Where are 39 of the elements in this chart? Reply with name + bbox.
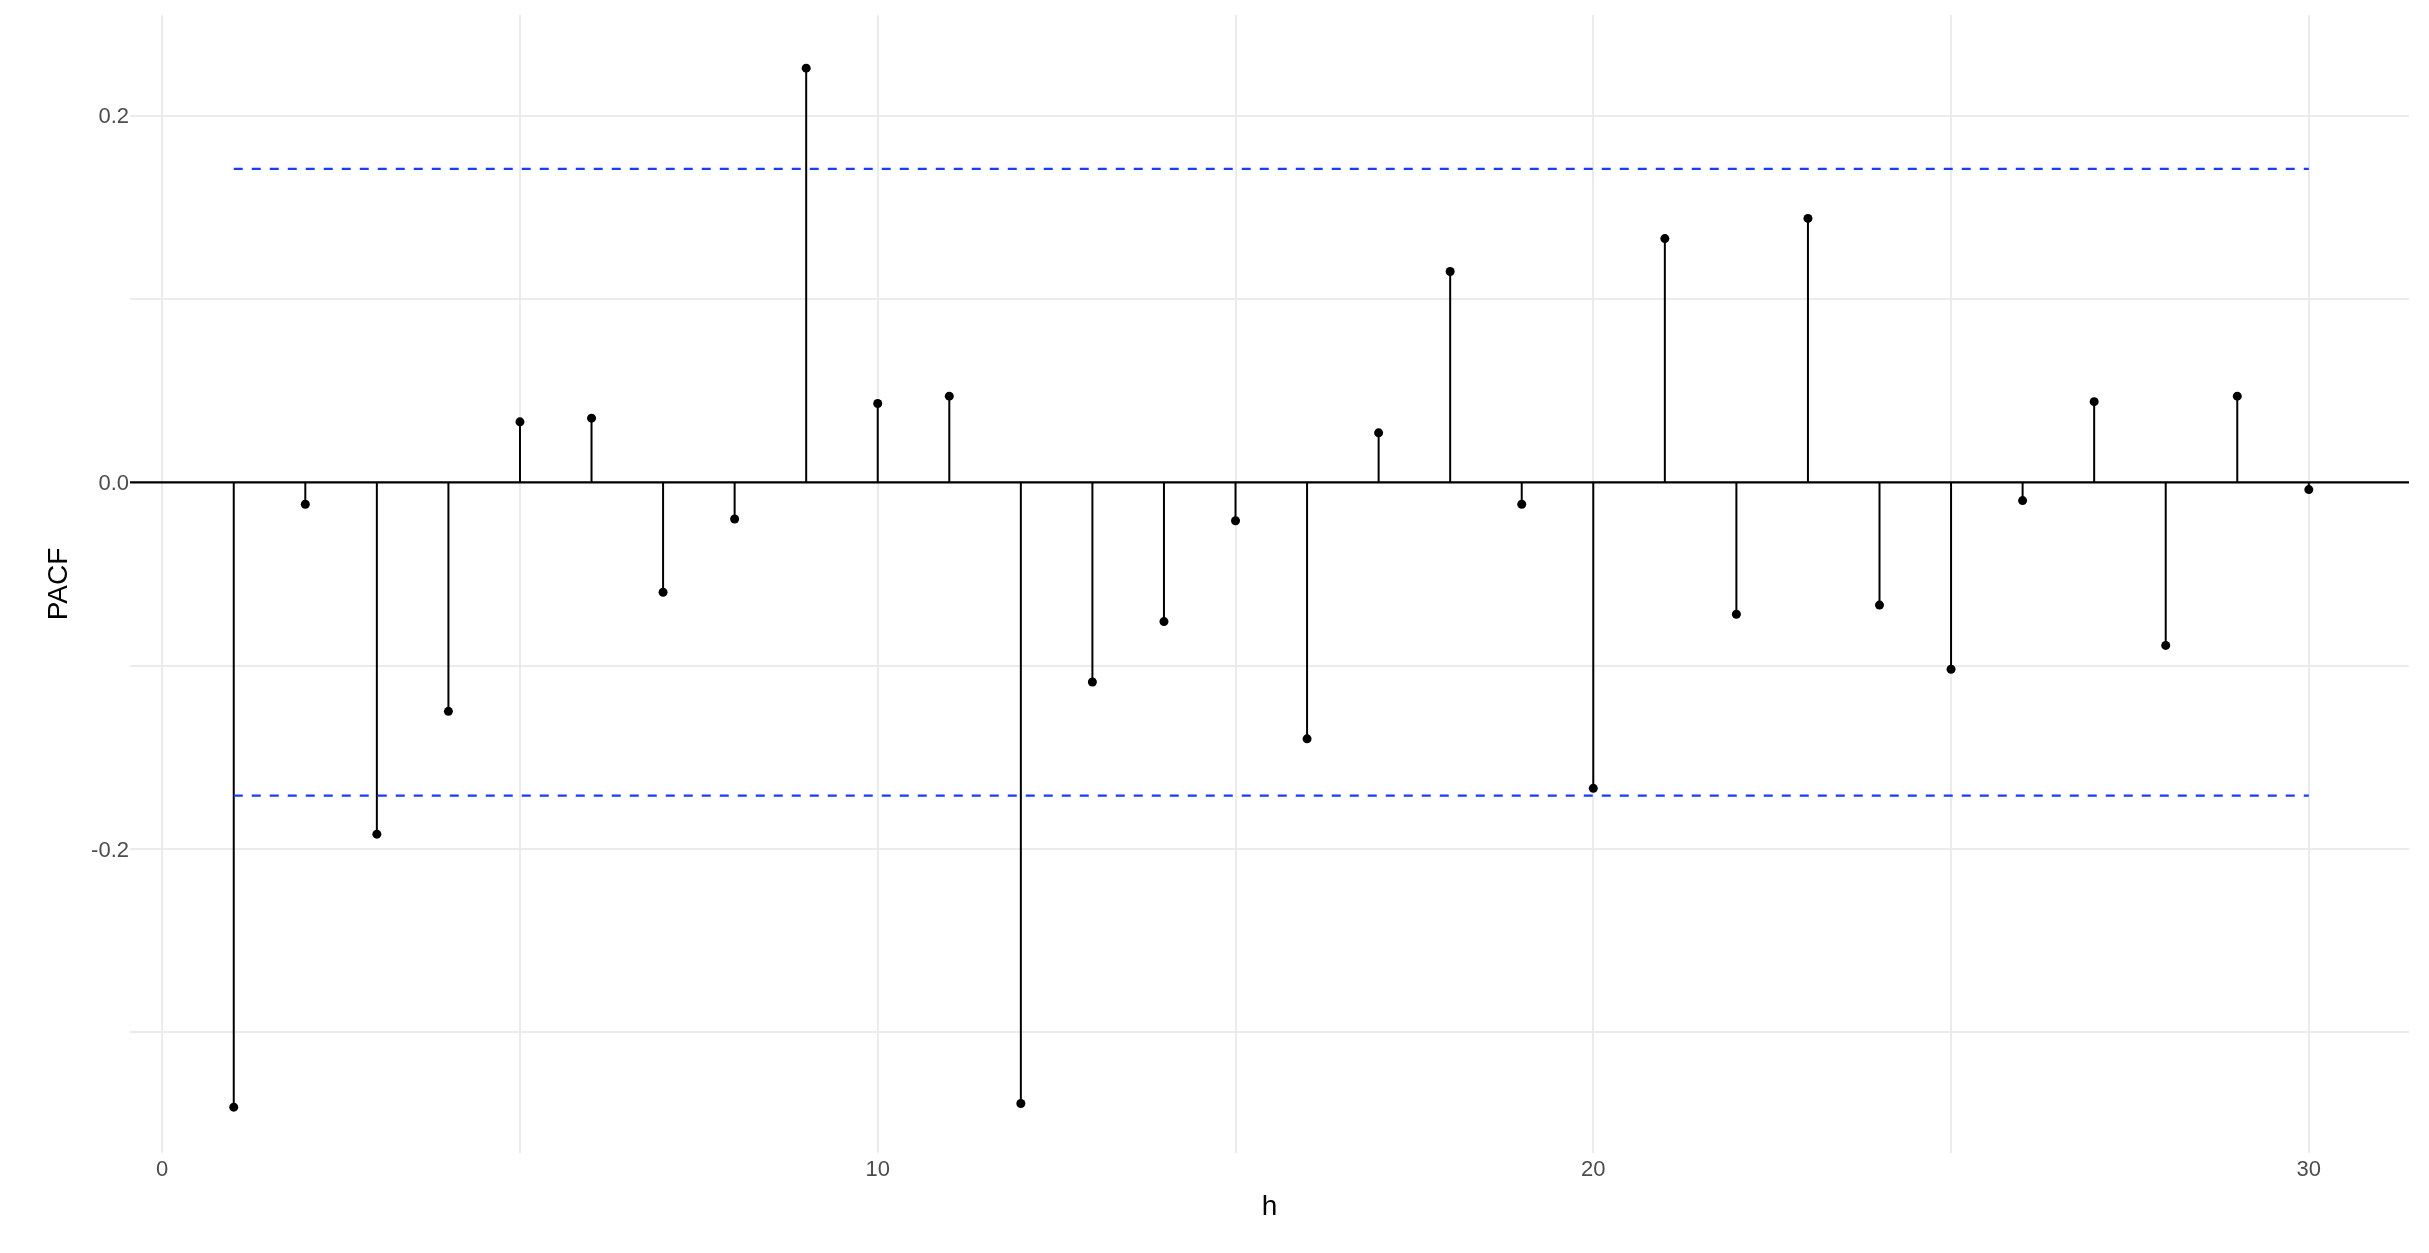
point <box>1946 664 1956 674</box>
x-tick-label: 10 <box>865 1156 890 1181</box>
point <box>2018 496 2028 506</box>
point <box>1588 783 1598 793</box>
point <box>944 391 954 401</box>
point <box>658 587 668 597</box>
y-axis-title: PACF <box>41 547 73 621</box>
x-tick-label: 30 <box>2296 1156 2322 1181</box>
point <box>1231 516 1241 526</box>
point <box>1087 677 1097 687</box>
point <box>443 706 453 716</box>
point <box>515 417 525 427</box>
point <box>372 829 382 839</box>
point <box>2304 485 2314 495</box>
point <box>300 499 310 509</box>
x-tick-label: 20 <box>1581 1156 1606 1181</box>
point <box>2232 391 2242 401</box>
point <box>1517 499 1527 509</box>
point <box>730 514 740 524</box>
point <box>1803 213 1813 223</box>
point <box>587 413 597 423</box>
point <box>873 399 883 408</box>
point <box>1660 234 1670 244</box>
point <box>1302 734 1312 744</box>
point <box>2161 640 2171 650</box>
point <box>1875 600 1884 610</box>
point <box>801 63 811 73</box>
point <box>1374 428 1384 438</box>
point <box>1731 609 1741 619</box>
point <box>1016 1099 1026 1109</box>
point <box>229 1102 239 1112</box>
point <box>2089 397 2099 407</box>
x-axis-title: h <box>1261 1190 1278 1222</box>
x-tick-label: 0 <box>156 1156 169 1181</box>
y-tick-label: 0.2 <box>98 103 129 129</box>
y-tick-label: -0.2 <box>91 836 129 862</box>
y-tick-label: 0.0 <box>98 469 129 495</box>
point <box>1159 617 1169 627</box>
point <box>1445 267 1455 277</box>
